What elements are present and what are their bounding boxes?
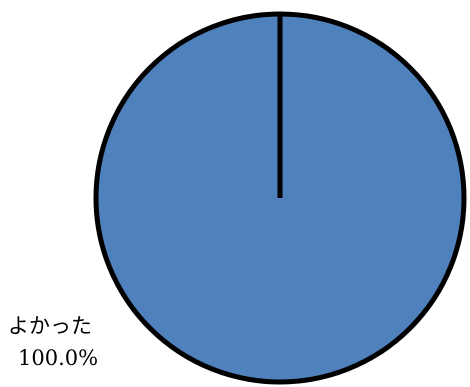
slice-value-label: 100.0%	[18, 346, 98, 370]
slice-category-label: よかった	[8, 314, 92, 338]
pie-slices	[93, 11, 467, 385]
pie-labels: よかった 100.0%	[8, 314, 98, 370]
